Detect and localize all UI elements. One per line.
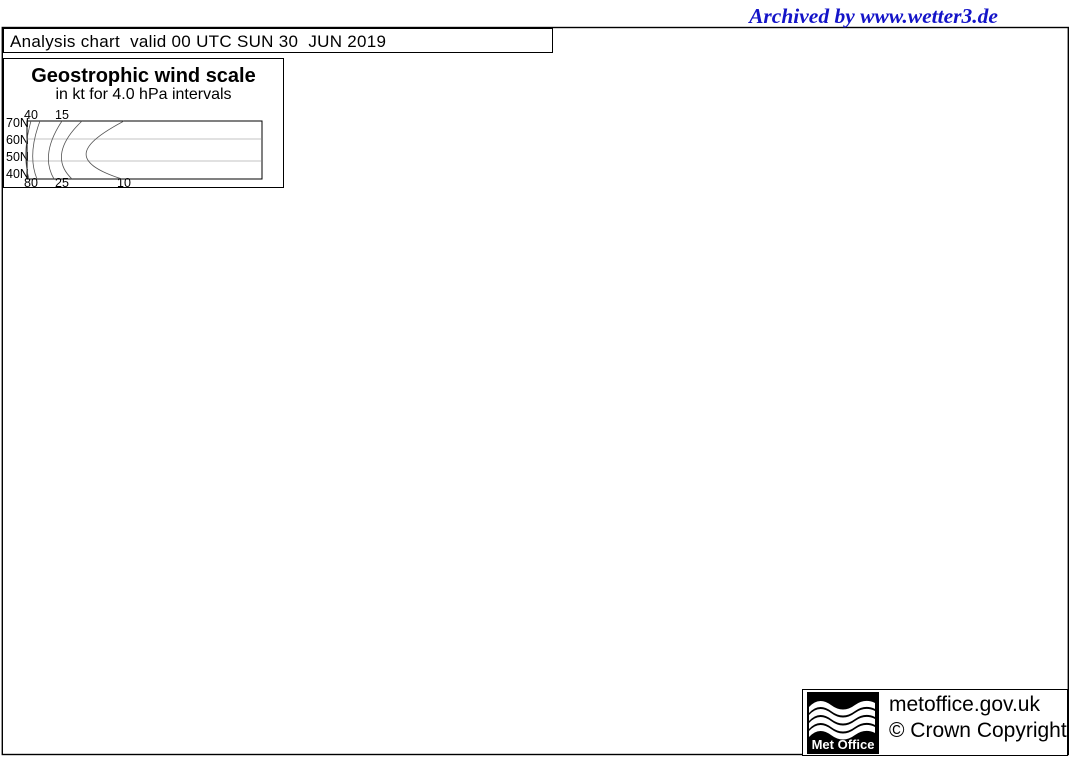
svg-text:40N: 40N [6, 167, 29, 181]
svg-text:70N: 70N [6, 116, 29, 130]
svg-text:25: 25 [55, 176, 69, 187]
svg-text:15: 15 [55, 108, 69, 122]
svg-text:60N: 60N [6, 133, 29, 147]
svg-text:Met Office: Met Office [812, 737, 875, 752]
